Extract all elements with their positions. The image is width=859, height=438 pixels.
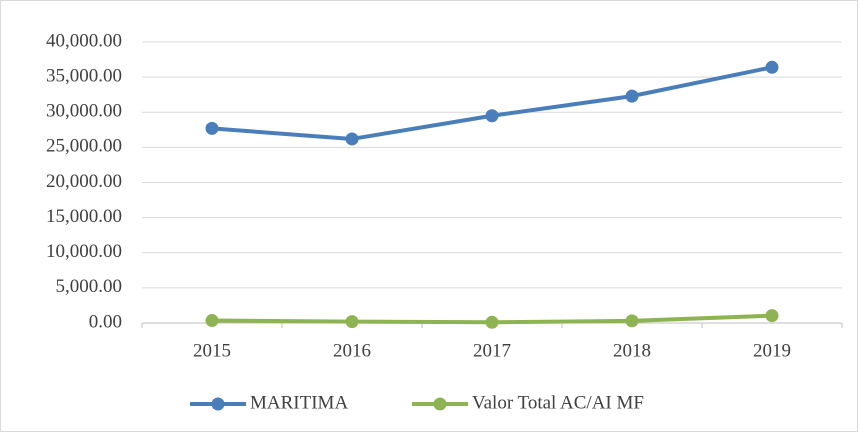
x-tick-label: 2019 [753, 340, 791, 361]
y-tick-label: 40,000.00 [46, 30, 122, 51]
marker [345, 132, 359, 146]
marker [485, 315, 499, 329]
marker [625, 89, 639, 103]
marker [205, 121, 219, 135]
y-tick-label: 5,000.00 [56, 276, 123, 297]
y-tick-label: 20,000.00 [46, 171, 122, 192]
marker [765, 60, 779, 74]
legend-marker [211, 397, 225, 411]
y-tick-label: 30,000.00 [46, 101, 122, 122]
y-tick-label: 15,000.00 [46, 206, 122, 227]
x-tick-label: 2015 [193, 340, 231, 361]
marker [205, 314, 219, 328]
legend-label: Valor Total AC/AI MF [472, 392, 644, 413]
legend-label: MARITIMA [250, 392, 348, 413]
y-tick-label: 0.00 [89, 311, 122, 332]
marker [625, 314, 639, 328]
y-tick-label: 10,000.00 [46, 241, 122, 262]
marker [345, 315, 359, 329]
legend-marker [433, 397, 447, 411]
x-tick-label: 2017 [473, 340, 511, 361]
marker [485, 109, 499, 123]
x-tick-label: 2016 [333, 340, 371, 361]
x-tick-label: 2018 [613, 340, 651, 361]
y-tick-label: 35,000.00 [46, 65, 122, 86]
marker [765, 309, 779, 323]
y-tick-label: 25,000.00 [46, 136, 122, 157]
